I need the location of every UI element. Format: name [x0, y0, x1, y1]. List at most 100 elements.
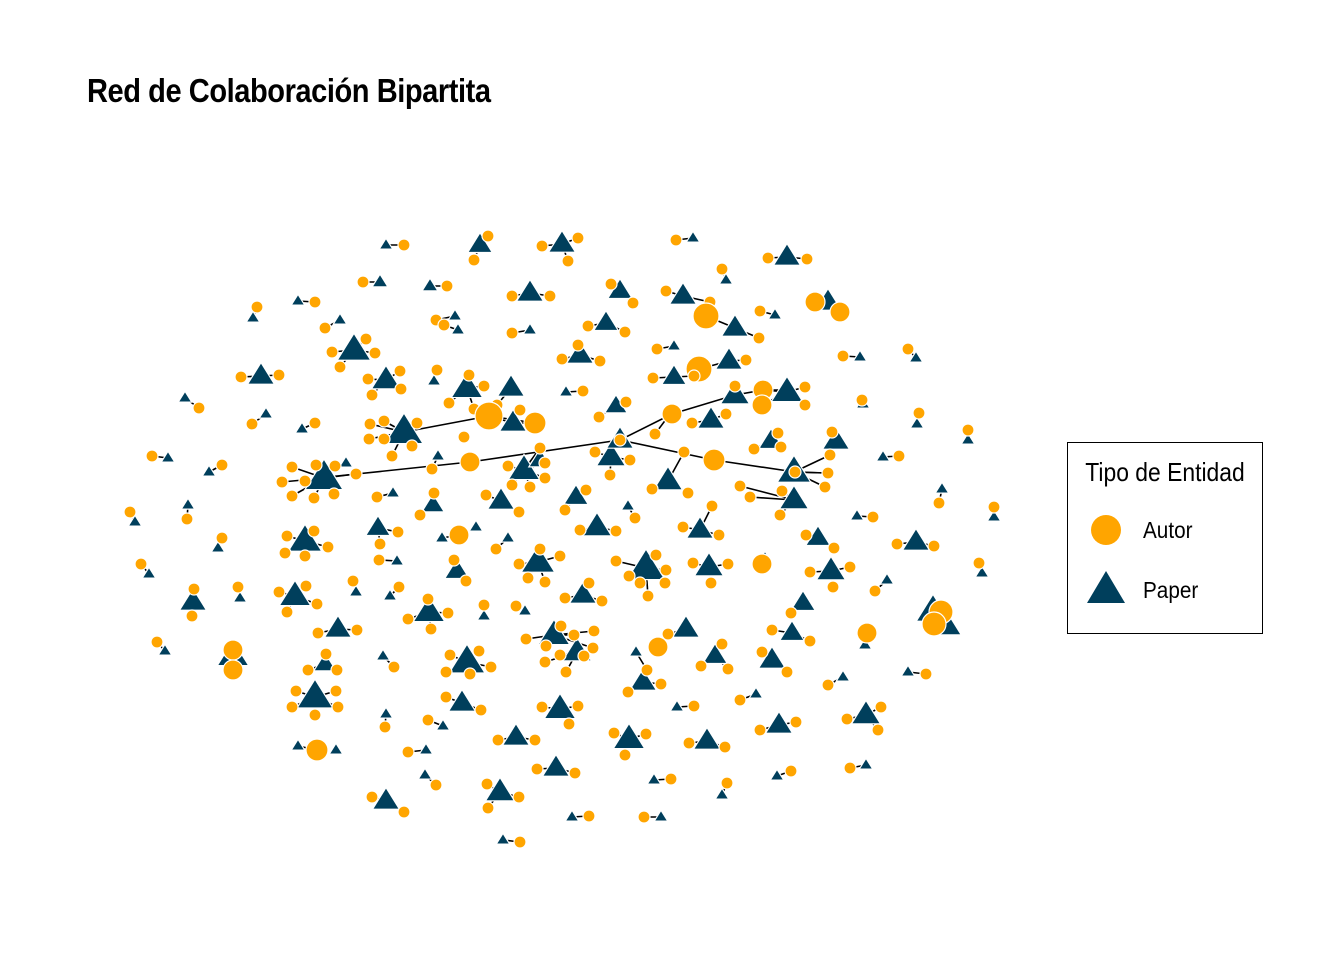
autor-node-236: [961, 423, 975, 437]
autor-node-326: [512, 557, 526, 571]
paper-node-45: [909, 416, 925, 429]
autor-node-247: [327, 487, 341, 501]
paper-node-18: [592, 309, 620, 332]
paper-node-26: [908, 350, 924, 363]
autor-node-218: [308, 416, 322, 430]
autor-node-282: [321, 540, 335, 554]
autor-node-249: [457, 430, 471, 444]
autor-node-259: [623, 453, 637, 467]
paper-node-132: [900, 664, 916, 677]
autor-node-316: [280, 605, 294, 619]
autor-node-239: [215, 458, 229, 472]
paper-node-148: [564, 809, 580, 822]
autor-node-175: [437, 318, 451, 332]
autor-node-405: [733, 693, 747, 707]
autor-node-172: [250, 300, 264, 314]
autor-node-395: [331, 700, 345, 714]
legend-title: Tipo de Entidad: [1085, 457, 1245, 487]
autor-node-192: [836, 349, 850, 363]
autor-node-268: [788, 465, 802, 479]
autor-node-151: [397, 238, 411, 252]
autor-node-224: [405, 439, 419, 453]
paper-node-146: [371, 786, 401, 810]
autor-node-365: [439, 665, 453, 679]
autor-node-223: [377, 432, 391, 446]
autor-node-168: [715, 262, 729, 276]
autor-node-221: [410, 416, 424, 430]
paper-node-75: [500, 530, 516, 543]
paper-node-4: [772, 242, 802, 266]
paper-node-24: [714, 346, 744, 370]
paper-node-28: [370, 364, 402, 390]
autor-node-367: [519, 632, 533, 646]
paper-node-14: [332, 312, 348, 325]
autor-node-315: [310, 597, 324, 611]
paper-node-143: [646, 772, 662, 785]
paper-node-138: [612, 722, 646, 750]
autor-node-300: [712, 528, 726, 542]
paper-node-63: [778, 484, 810, 510]
paper-node-84: [986, 509, 1002, 522]
paper-node-16: [450, 322, 466, 335]
autor-node-293: [489, 542, 503, 556]
autor-node-258: [588, 445, 602, 459]
autor-node-176: [505, 326, 519, 340]
autor-node-200: [430, 363, 444, 377]
autor-node-290: [479, 488, 493, 502]
autor-node-281: [307, 524, 321, 538]
autor-node-324: [441, 606, 455, 620]
autor-node-233: [774, 440, 788, 454]
autor-node-425: [568, 766, 582, 780]
paper-node-17: [522, 322, 538, 335]
paper-node-73: [434, 530, 450, 543]
autor-node-199: [365, 388, 379, 402]
autor-node-357: [222, 659, 244, 681]
paper-node-104: [974, 565, 990, 578]
autor-node-433: [481, 801, 495, 815]
autor-node-431: [480, 777, 494, 791]
autor-node-242: [328, 459, 342, 473]
autor-node-321: [459, 574, 473, 588]
autor-node-165: [626, 296, 640, 310]
paper-node-140: [858, 757, 874, 770]
autor-node-347: [803, 565, 817, 579]
paper-node-113: [628, 644, 644, 657]
paper-node-102: [789, 589, 817, 612]
autor-node-351: [868, 584, 882, 598]
paper-node-25: [852, 349, 868, 362]
paper-node-5: [371, 273, 389, 288]
autor-node-156: [561, 254, 575, 268]
autor-node-277: [123, 505, 137, 519]
paper-node-136: [418, 742, 434, 755]
autor-node-415: [491, 733, 505, 747]
autor-node-232: [747, 442, 761, 456]
autor-node-270: [821, 466, 835, 480]
paper-node-130: [764, 710, 794, 734]
autor-node-196: [361, 372, 375, 386]
autor-node-234: [825, 425, 839, 439]
autor-node-330: [538, 575, 552, 589]
paper-node-22: [565, 340, 595, 364]
autor-node-336: [609, 554, 623, 568]
autor-node-339: [649, 548, 663, 562]
paper-node-49: [201, 464, 217, 477]
autor-node-198: [394, 382, 408, 396]
autor-node-295: [579, 483, 593, 497]
autor-node-241: [309, 458, 323, 472]
autor-node-158: [761, 251, 775, 265]
autor-node-406: [753, 723, 767, 737]
autor-node-157: [669, 233, 683, 247]
paper-node-83: [934, 481, 950, 494]
paper-node-149: [653, 809, 669, 822]
paper-node-2: [547, 229, 577, 253]
autor-node-435: [637, 810, 651, 824]
autor-node-219: [363, 417, 377, 431]
autor-node-390: [621, 685, 635, 699]
paper-node-103: [879, 572, 895, 585]
paper-node-123: [295, 678, 335, 709]
autor-node-404: [687, 699, 701, 713]
autor-node-352: [972, 556, 986, 570]
paper-node-131: [835, 669, 851, 682]
paper-node-38: [258, 406, 274, 419]
autor-node-342: [641, 589, 655, 603]
